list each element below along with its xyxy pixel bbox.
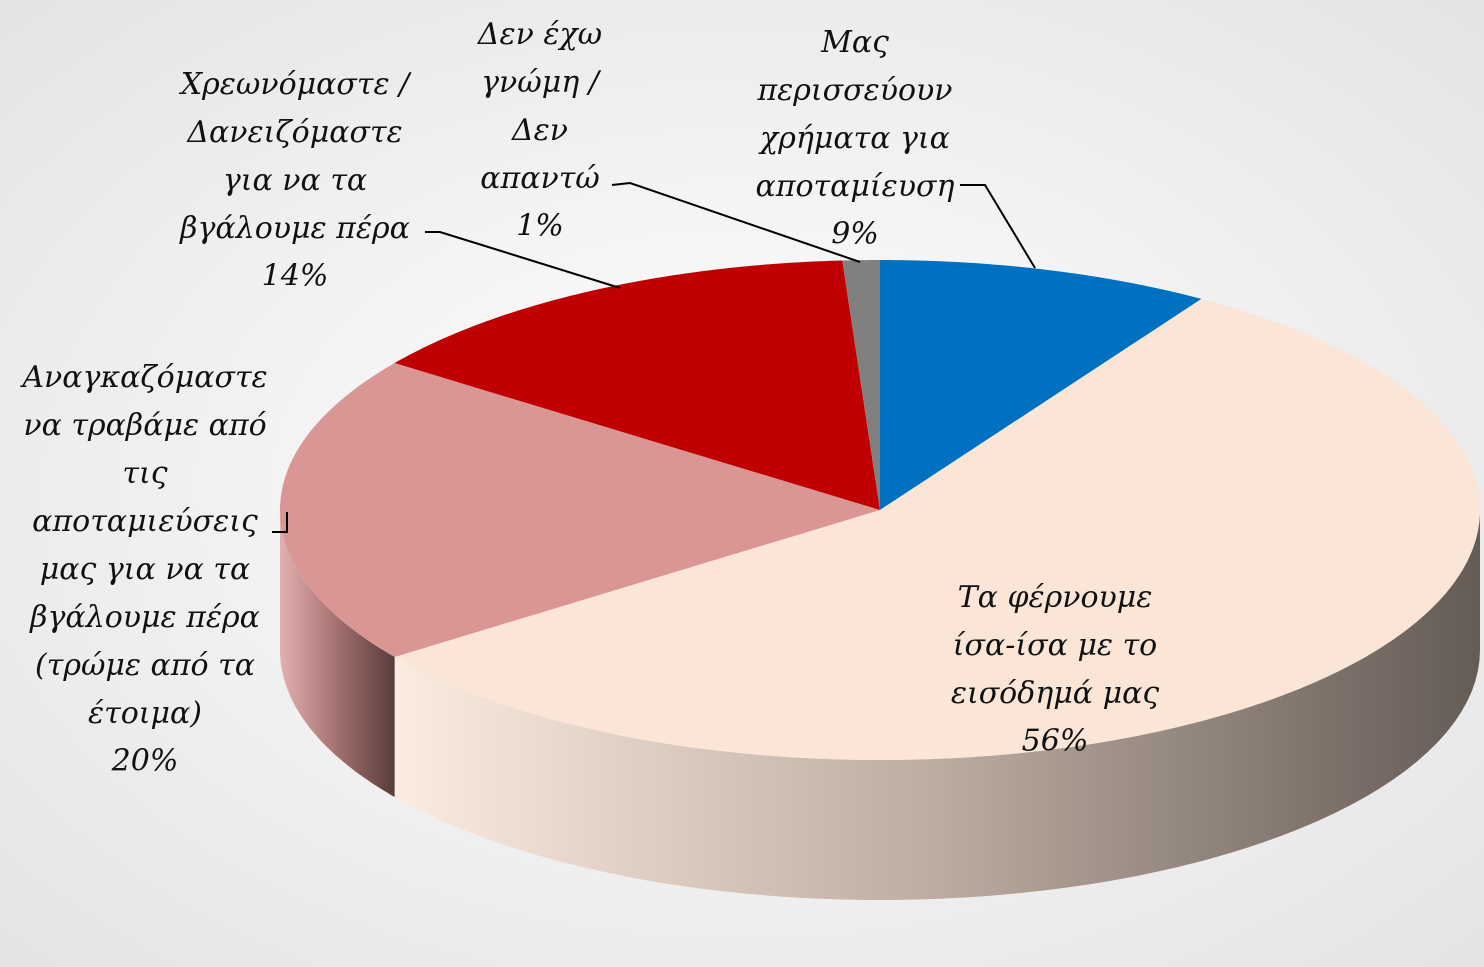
slice-side-shade xyxy=(394,510,1480,900)
slice xyxy=(880,260,1202,510)
category-label: Χρεωνόμαστε / Δανειζόμαστε για να τα βγάλου… xyxy=(179,67,412,246)
slice xyxy=(280,363,880,657)
pie-tops xyxy=(280,260,1480,760)
leader-line xyxy=(425,231,621,289)
leader-line xyxy=(611,181,861,263)
slice-side-shade xyxy=(280,510,395,797)
value-label: 20% xyxy=(111,744,179,779)
pie-sides xyxy=(280,510,1480,900)
value-label: 56% xyxy=(1022,724,1089,759)
labels: Μας περισσεύουν χρήματα για αποταμίευση 9% Τα… xyxy=(19,17,1159,779)
category-label: Τα φέρνουμε ίσα-ίσα με το εισόδημά μας xyxy=(951,580,1159,711)
value-label: 1% xyxy=(516,209,564,244)
leader-line xyxy=(960,184,1036,269)
value-label: 9% xyxy=(831,217,879,252)
slice xyxy=(842,260,880,510)
slice xyxy=(394,260,880,510)
category-label: Δεν έχω γνώμη / Δεν απαντώ xyxy=(477,17,602,196)
category-label: Μας περισσεύουν χρήματα για αποταμίευση xyxy=(756,25,955,204)
leader-lines xyxy=(272,181,1036,533)
slice xyxy=(394,298,1480,760)
value-label: 14% xyxy=(262,259,329,294)
category-label: Αναγκαζόμαστε να τραβάμε από τις αποταμιεύσ… xyxy=(19,360,267,731)
leader-line xyxy=(272,512,288,533)
